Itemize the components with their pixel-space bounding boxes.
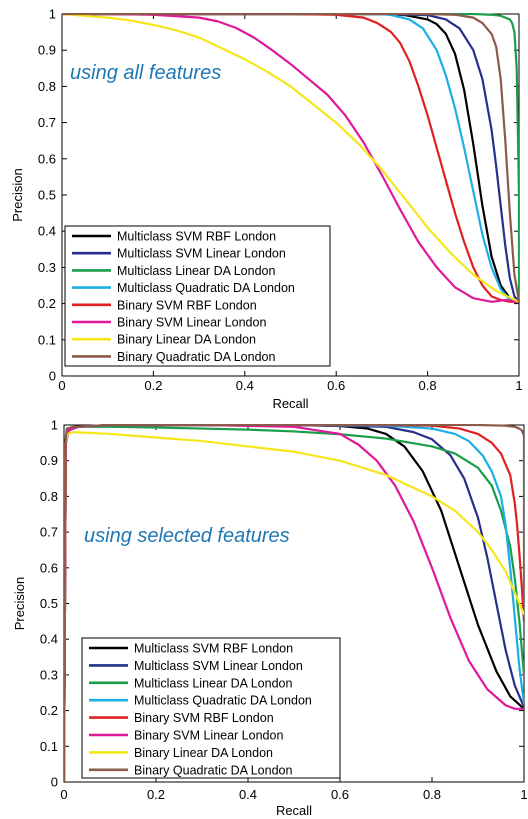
legend-entry: Multiclass SVM RBF London (117, 230, 276, 244)
legend-entry: Multiclass SVM Linear London (117, 247, 286, 261)
legend-box (81, 637, 341, 779)
x-tick-label: 0.4 (236, 378, 254, 393)
series-line-6 (62, 13, 519, 303)
legend-entry: Binary SVM Linear London (117, 316, 266, 330)
x-tick-label: 1 (515, 378, 522, 393)
legend-entry: Binary Quadratic DA London (117, 350, 275, 364)
x-tick-label: 0 (60, 787, 67, 802)
y-tick-label: 0.4 (38, 224, 56, 239)
legend-entry: Multiclass Linear DA London (117, 264, 275, 278)
x-tick-label: 1 (520, 787, 527, 802)
y-tick-label: 0 (51, 775, 58, 790)
legend-entry: Multiclass Linear DA London (134, 676, 292, 690)
chart-svg: 0 0.2 0.4 0.6 0.8 1 0 0.1 0.2 0.3 0.4 0.5 0.6 0.7 0.8 0… (10, 7, 523, 412)
x-axis-label: Recall (276, 803, 312, 818)
y-tick-label: 0.8 (40, 489, 58, 504)
y-tick-label: 0.2 (38, 296, 56, 311)
y-tick-label: 0.9 (40, 453, 58, 468)
legend-entry: Multiclass Quadratic DA London (134, 694, 312, 708)
x-tick-label: 0 (58, 378, 65, 393)
y-tick-label: 0.6 (38, 151, 56, 166)
legend-box (64, 225, 331, 367)
series-line-7 (64, 431, 524, 783)
y-tick-label: 1 (49, 7, 56, 22)
series-line-7 (62, 13, 519, 303)
x-tick-label: 0.4 (239, 787, 257, 802)
y-tick-label: 0.1 (40, 739, 58, 754)
chart-annotation: using all features (70, 62, 221, 84)
y-tick-label: 0.5 (38, 188, 56, 203)
y-tick-label: 0.8 (38, 79, 56, 94)
legend-entry: Binary SVM RBF London (134, 711, 274, 725)
series-line-8 (62, 13, 519, 303)
x-tick-label: 0.2 (147, 787, 165, 802)
legend-entry: Binary SVM RBF London (117, 298, 257, 312)
y-tick-label: 1 (51, 418, 58, 433)
legend-entry: Multiclass Quadratic DA London (117, 281, 295, 295)
series-group (64, 424, 524, 783)
legend: Multiclass SVM RBF London Multiclass SVM … (64, 225, 331, 367)
x-tick-label: 0.6 (327, 378, 345, 393)
x-tick-label: 0.2 (144, 378, 162, 393)
y-tick-label: 0.1 (38, 332, 56, 347)
y-tick-label: 0.6 (40, 560, 58, 575)
chart-selected-features: 0 0.2 0.4 0.6 0.8 1 0 0.1 0.2 0.3 0.4 0.5 0.6 0.7 0.8 0… (0, 412, 528, 819)
y-tick-label: 0.2 (40, 703, 58, 718)
legend-entry: Binary Linear DA London (134, 746, 273, 760)
y-tick-label: 0.3 (40, 667, 58, 682)
y-tick-label: 0.5 (40, 596, 58, 611)
y-axis-label: Precision (12, 577, 27, 630)
y-axis-label: Precision (10, 168, 25, 221)
x-tick-label: 0.8 (419, 378, 437, 393)
y-tick-label: 0.7 (40, 525, 58, 540)
x-tick-label: 0.8 (423, 787, 441, 802)
legend-entry: Multiclass SVM RBF London (134, 642, 293, 656)
legend-entry: Multiclass SVM Linear London (134, 659, 303, 673)
legend-entry: Binary Quadratic DA London (134, 763, 292, 777)
x-tick-label: 0.6 (331, 787, 349, 802)
chart-all-features: 0 0.2 0.4 0.6 0.8 1 0 0.1 0.2 0.3 0.4 0.5 0.6 0.7 0.8 0… (10, 7, 523, 412)
chart-annotation: using selected features (84, 525, 290, 547)
y-tick-label: 0 (49, 369, 56, 384)
y-tick-label: 0.7 (38, 115, 56, 130)
legend-entry: Binary SVM Linear London (134, 729, 283, 743)
chart-svg: 0 0.2 0.4 0.6 0.8 1 0 0.1 0.2 0.3 0.4 0.5 0.6 0.7 0.8 0… (12, 418, 528, 819)
legend-entry: Binary Linear DA London (117, 333, 256, 347)
y-tick-label: 0.3 (38, 260, 56, 275)
series-group (62, 13, 519, 303)
y-tick-label: 0.9 (38, 43, 56, 58)
y-tick-label: 0.4 (40, 632, 58, 647)
series-line-8 (64, 424, 524, 783)
x-axis-label: Recall (272, 396, 308, 411)
legend: Multiclass SVM RBF London Multiclass SVM … (81, 637, 341, 779)
